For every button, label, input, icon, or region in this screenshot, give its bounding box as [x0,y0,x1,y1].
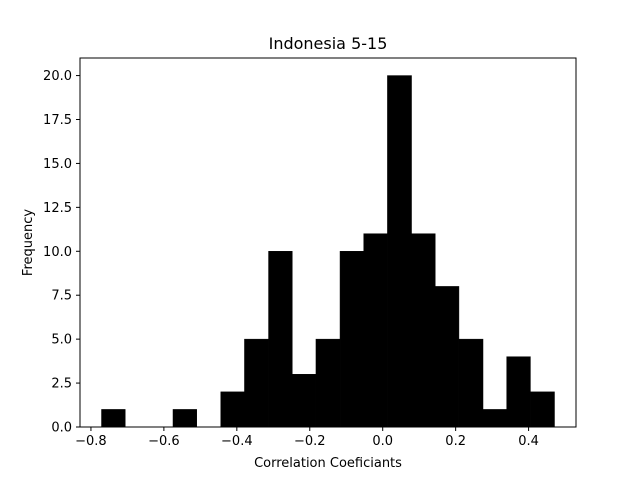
histogram-bar [506,356,531,428]
y-tick-label: 20.0 [43,69,72,84]
x-axis-ticks: −0.8 −0.6 −0.4 −0.2 0.0 0.2 0.4 [75,427,539,449]
histogram-bar [101,409,126,428]
x-tick-label: 0.2 [445,434,466,449]
x-axis-label: Correlation Coeficiants [254,456,402,471]
y-tick-label: 0.0 [51,421,72,436]
y-tick-label: 17.5 [43,113,72,128]
y-tick-label: 7.5 [51,289,72,304]
histogram-bar [363,233,388,428]
x-tick-label: −0.2 [294,434,326,449]
histogram-bar [387,75,412,428]
histogram-bar [458,338,484,428]
histogram-bar [244,338,269,428]
y-tick-label: 5.0 [51,333,72,348]
histogram-bar [411,233,436,428]
chart-title: Indonesia 5-15 [269,34,388,53]
histogram-bar [482,409,507,428]
x-tick-label: −0.4 [221,434,253,449]
histogram-bar [268,251,293,428]
x-tick-label: 0.4 [518,434,539,449]
y-axis-ticks: 0.0 2.5 5.0 7.5 10.0 12.5 15.0 17.5 20.0 [43,69,80,436]
histogram-bar [530,391,555,428]
y-axis-label: Frequency [21,209,36,276]
y-tick-label: 15.0 [43,157,72,172]
histogram-bar [220,391,245,428]
histogram-bar [315,338,341,428]
y-tick-label: 12.5 [43,201,72,216]
histogram-bar [172,409,197,428]
histogram-bar [292,374,317,428]
histogram-bar [339,251,364,428]
y-tick-label: 2.5 [51,377,72,392]
bars-group [101,75,555,428]
x-tick-label: 0.0 [372,434,393,449]
y-tick-label: 10.0 [43,245,72,260]
x-tick-label: −0.8 [75,434,107,449]
histogram-bar [434,286,460,428]
plot-frame [79,57,577,428]
x-tick-label: −0.6 [148,434,180,449]
